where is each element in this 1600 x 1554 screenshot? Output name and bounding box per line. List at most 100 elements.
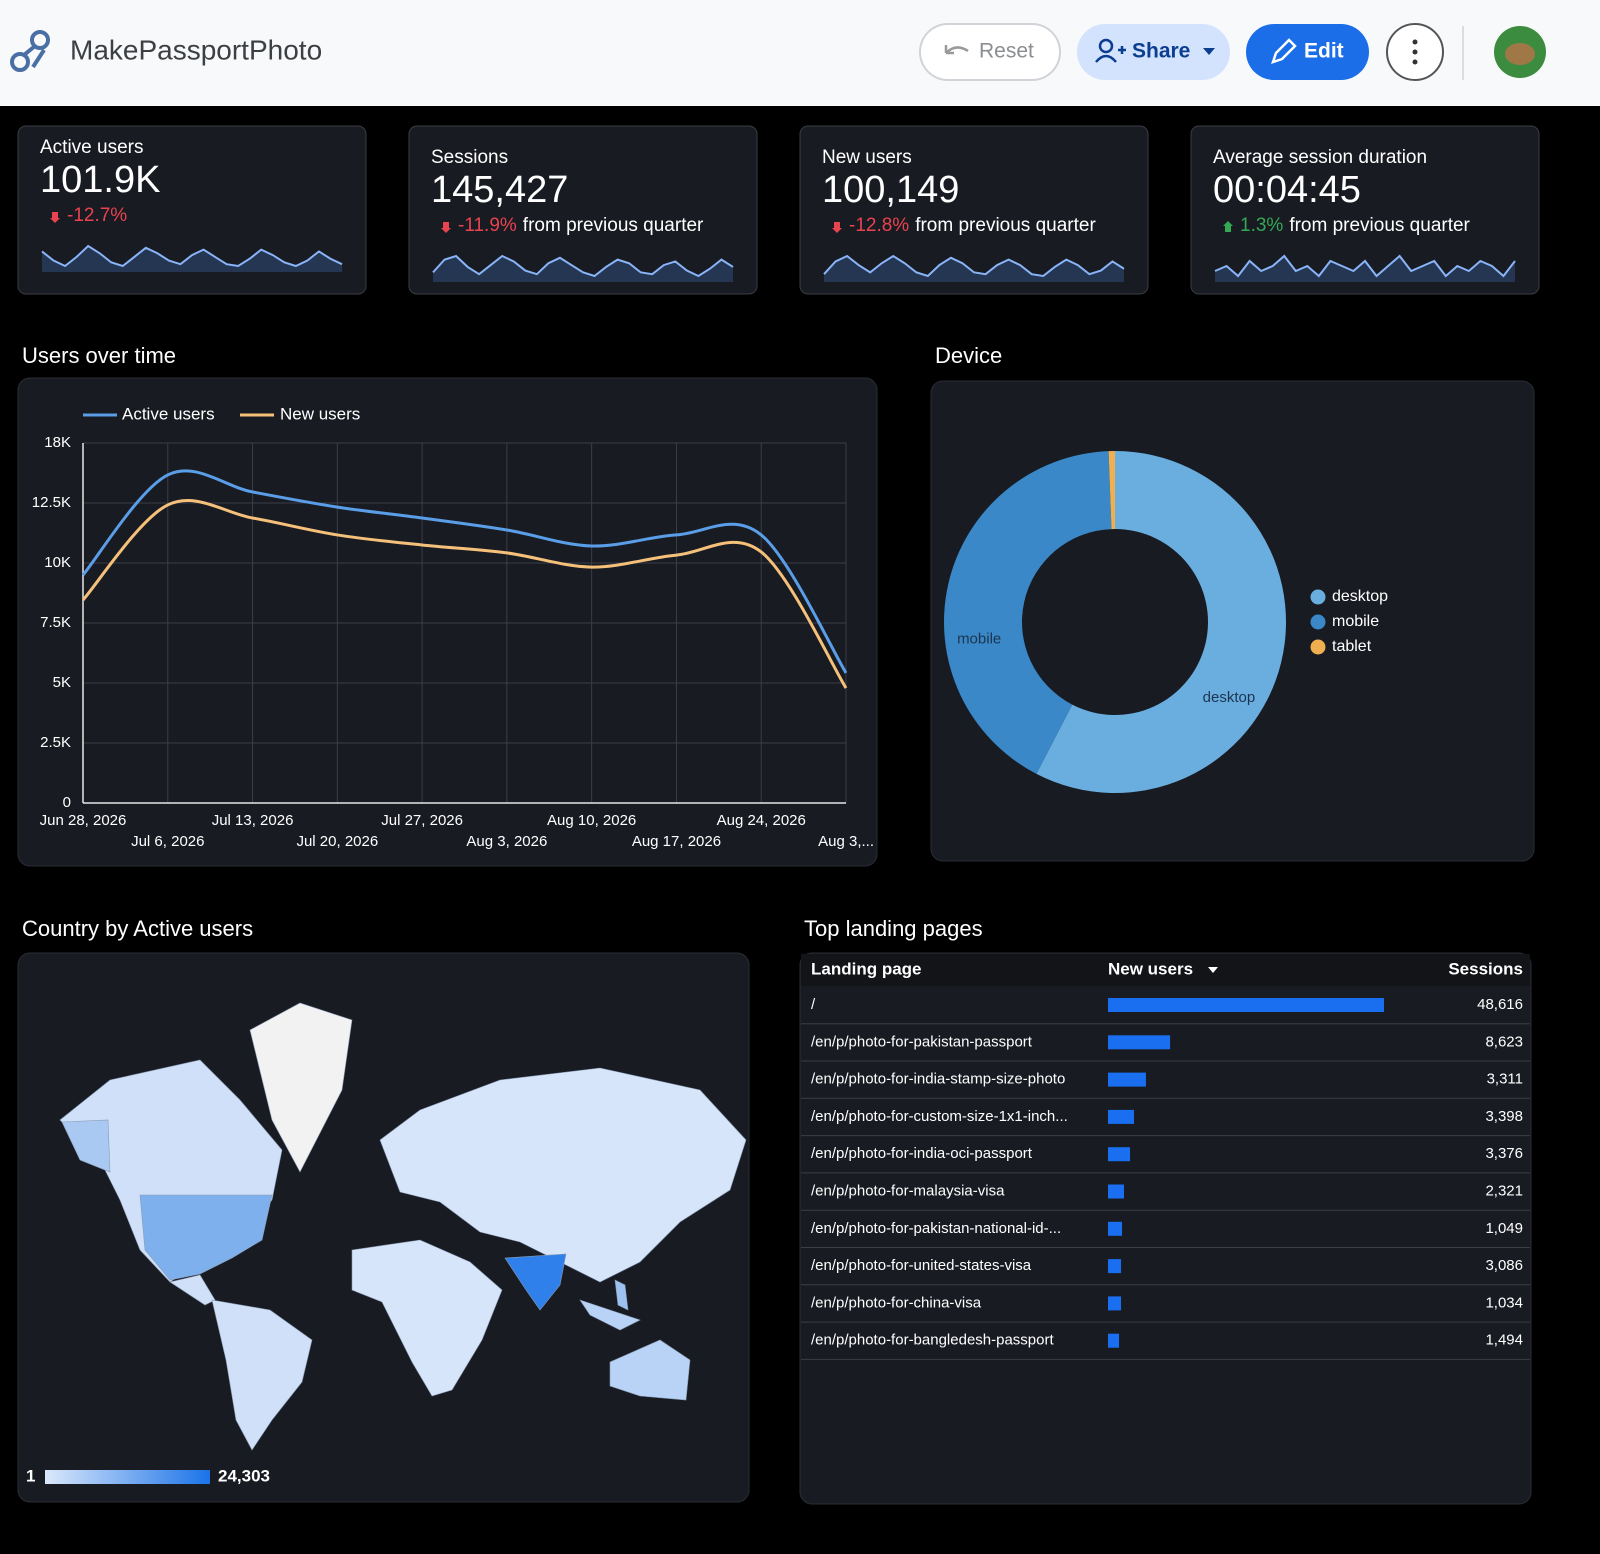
x-tick-label: Jun 28, 2026 xyxy=(40,812,127,829)
y-tick-label: 18K xyxy=(44,434,71,451)
scorecard-change-note: from previous quarter xyxy=(523,215,704,236)
bar xyxy=(1108,1147,1131,1162)
cell-page: /en/p/photo-for-custom-size-1x1-inch... xyxy=(811,1108,1068,1125)
cell-page: /en/p/photo-for-pakistan-national-id-... xyxy=(811,1220,1061,1237)
scorecard xyxy=(408,125,758,295)
scorecard-label: Sessions xyxy=(431,147,508,168)
x-tick-label: Aug 17, 2026 xyxy=(632,833,721,850)
bar xyxy=(1108,1259,1122,1274)
edit-button[interactable] xyxy=(1246,24,1369,80)
legend-label: New users xyxy=(280,404,360,423)
donut-slice xyxy=(1108,451,1115,530)
share-button[interactable] xyxy=(1077,24,1230,80)
cell-page: /en/p/photo-for-india-stamp-size-photo xyxy=(811,1071,1065,1088)
column-header: New users xyxy=(1108,959,1193,978)
cell-page: /en/p/photo-for-bangledesh-passport xyxy=(811,1332,1054,1349)
sparkline xyxy=(41,244,343,268)
color-scale xyxy=(45,1470,210,1484)
bar xyxy=(1108,1333,1120,1348)
x-tick-label: Jul 13, 2026 xyxy=(212,812,294,829)
x-tick-label: Aug 24, 2026 xyxy=(717,812,806,829)
cell-page: /en/p/photo-for-china-visa xyxy=(811,1294,982,1311)
cell-sessions: 1,494 xyxy=(1485,1332,1523,1349)
column-header: Sessions xyxy=(1448,959,1523,978)
bar xyxy=(1108,1072,1146,1087)
line-series xyxy=(81,499,848,689)
legend-swatch xyxy=(1310,639,1326,655)
scorecard-change: -11.9% xyxy=(458,215,517,236)
cell-sessions: 1,049 xyxy=(1485,1220,1523,1237)
legend-label: mobile xyxy=(1332,613,1379,630)
trend-arrow xyxy=(1223,221,1233,232)
scorecard-value: 100,149 xyxy=(822,169,959,211)
y-tick-label: 12.5K xyxy=(32,494,71,511)
sparkline xyxy=(432,254,734,278)
trend-arrow xyxy=(50,212,60,223)
app-name: MakePassportPhoto xyxy=(70,34,322,65)
scorecard-change-note: from previous quarter xyxy=(915,215,1096,236)
scorecard-label: Average session duration xyxy=(1213,147,1427,168)
table-header xyxy=(801,954,1530,986)
scorecard-value: 145,427 xyxy=(431,169,568,211)
x-tick-label: Aug 3,... xyxy=(818,833,874,850)
legend-label: Active users xyxy=(122,404,215,423)
cell-sessions: 3,398 xyxy=(1485,1108,1523,1125)
x-tick-label: Jul 6, 2026 xyxy=(131,833,204,850)
bar xyxy=(1108,1221,1123,1236)
cell-page: / xyxy=(811,996,816,1013)
share-label[interactable]: Share xyxy=(1132,40,1190,63)
y-tick-label: 5K xyxy=(53,674,71,691)
cell-sessions: 3,376 xyxy=(1485,1145,1523,1162)
cell-page: /en/p/photo-for-pakistan-passport xyxy=(811,1033,1033,1050)
scorecard-change: -12.7% xyxy=(67,205,127,226)
x-tick-label: Aug 3, 2026 xyxy=(466,833,547,850)
slice-label: desktop xyxy=(1203,689,1256,706)
section-title: Users over time xyxy=(22,343,176,368)
cell-sessions: 3,311 xyxy=(1487,1071,1523,1088)
scale-label: 1 xyxy=(26,1466,35,1485)
sort-icon xyxy=(1208,967,1218,973)
bar xyxy=(1108,1184,1125,1199)
scorecard-label: New users xyxy=(822,147,912,168)
scorecard-change-note: from previous quarter xyxy=(1289,215,1470,236)
cell-page: /en/p/photo-for-united-states-visa xyxy=(811,1257,1032,1274)
y-tick-label: 0 xyxy=(63,794,71,811)
slice-label: mobile xyxy=(957,631,1001,648)
line-series xyxy=(81,469,848,674)
sparkline xyxy=(1214,254,1516,278)
x-tick-label: Jul 20, 2026 xyxy=(296,833,378,850)
donut-slice xyxy=(944,451,1112,774)
cell-sessions: 1,034 xyxy=(1485,1294,1523,1311)
legend-label: tablet xyxy=(1332,638,1372,655)
sparkline-area xyxy=(824,256,1124,282)
sparkline-area xyxy=(1215,256,1515,282)
bar xyxy=(1108,1109,1135,1124)
y-tick-label: 2.5K xyxy=(40,734,71,751)
table-panel xyxy=(799,952,1532,1505)
scorecard-change: -12.8% xyxy=(849,215,909,236)
bar xyxy=(1108,1296,1122,1311)
cell-sessions: 48,616 xyxy=(1477,996,1523,1013)
bar xyxy=(1108,1035,1171,1050)
x-tick-label: Jul 27, 2026 xyxy=(381,812,463,829)
scorecard xyxy=(17,125,367,295)
trend-arrow xyxy=(832,222,842,233)
section-title: Device xyxy=(935,343,1002,368)
scale-label: 24,303 xyxy=(218,1466,270,1485)
cell-page: /en/p/photo-for-malaysia-visa xyxy=(811,1182,1005,1199)
section-title: Country by Active users xyxy=(22,916,253,941)
legend-swatch xyxy=(1310,614,1326,630)
x-tick-label: Aug 10, 2026 xyxy=(547,812,636,829)
scorecard xyxy=(1190,125,1540,295)
scorecard xyxy=(799,125,1149,295)
more-button[interactable] xyxy=(1386,23,1444,81)
cell-sessions: 8,623 xyxy=(1485,1033,1523,1050)
avatar[interactable] xyxy=(1494,26,1546,78)
edit-label[interactable]: Edit xyxy=(1304,40,1344,63)
legend-label: desktop xyxy=(1332,588,1388,605)
scorecard-value: 00:04:45 xyxy=(1213,169,1361,211)
reset-label[interactable]: Reset xyxy=(979,40,1034,63)
reset-button[interactable] xyxy=(919,23,1061,81)
legend-swatch xyxy=(1310,589,1326,605)
